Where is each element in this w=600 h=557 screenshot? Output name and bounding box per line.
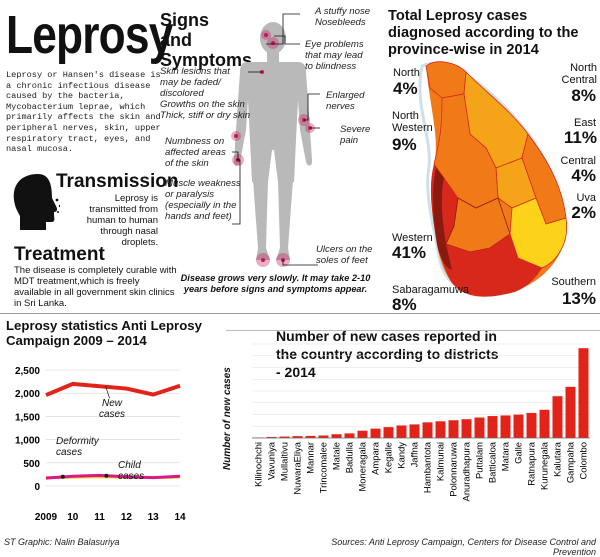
province-central-pct: 4% xyxy=(560,167,596,185)
district-label: Kegalle xyxy=(383,442,394,473)
district-label: Trincomalee xyxy=(318,442,329,493)
province-north-name: North xyxy=(393,67,420,79)
district-label: Anuradhapura xyxy=(461,441,472,501)
bar-batticaloa xyxy=(488,416,498,438)
symptom-eyes-label: Eye problems that may lead to blindness xyxy=(305,39,364,72)
province-southern-pct: 13% xyxy=(550,290,596,308)
bar-colombo xyxy=(579,348,589,438)
province-uva-pct: 2% xyxy=(560,204,596,222)
province-northcentral-name: North Central xyxy=(553,62,597,86)
bar-galle xyxy=(514,415,524,438)
bar-chart-ylabel: Number of new cases xyxy=(222,367,233,470)
bar-badulla xyxy=(345,433,355,438)
district-label: Hambantota xyxy=(422,441,433,493)
x-tick-label: 11 xyxy=(94,512,105,523)
district-label: Mullaitivu xyxy=(279,442,290,481)
x-tick-label: 13 xyxy=(148,512,160,523)
section-divider xyxy=(0,313,600,314)
bar-gampaha xyxy=(566,387,576,438)
province-southern-name: Southern xyxy=(540,276,596,288)
district-label: Batticaloa xyxy=(487,441,498,483)
district-label: Puttalam xyxy=(474,442,485,479)
district-label: NuwaraEliya xyxy=(292,441,303,494)
new-cases-label: New cases xyxy=(92,398,132,420)
bar-kalmunai xyxy=(436,421,446,438)
district-label: Kandy xyxy=(396,442,407,469)
bar-puttalam xyxy=(475,418,485,438)
symptom-numbness-label: Numbness on affected areas of the skin xyxy=(165,136,226,169)
y-tick-label: 0 xyxy=(34,482,40,493)
y-tick-label: 2,500 xyxy=(15,366,40,377)
district-label: Polonnaruwa xyxy=(448,441,459,497)
district-label: Matale xyxy=(331,442,342,470)
child-cases-label: Child cases xyxy=(118,460,152,482)
symptom-nose-label: A stuffy nose Nosebleeds xyxy=(315,6,370,28)
x-tick-label: 10 xyxy=(67,512,79,523)
x-tick-label: 2009 xyxy=(35,512,58,523)
district-label: Kilinochchi xyxy=(253,442,264,487)
district-label: Kurunegala xyxy=(539,441,550,490)
province-northcentral-pct: 8% xyxy=(560,87,596,105)
district-label: Mannar xyxy=(305,442,316,474)
province-northwestern-name: North Western xyxy=(392,110,442,134)
child-pointer-dot xyxy=(104,474,108,478)
symptom-muscle-label: Muscle weakness or paralysis (especially… xyxy=(165,178,241,222)
bar-ratnapura xyxy=(527,413,537,438)
province-northwestern-pct: 9% xyxy=(392,136,417,154)
bar-ampara xyxy=(371,429,381,438)
district-label: Ratnapura xyxy=(526,441,537,486)
bar-moneragala xyxy=(358,431,368,438)
bar-polonnaruwa xyxy=(449,420,459,438)
bar-anuradhapura xyxy=(462,419,472,438)
district-label: Kalmunai xyxy=(435,442,446,481)
symptom-ulcers-label: Ulcers on the soles of feet xyxy=(316,244,373,266)
province-north-pct: 4% xyxy=(393,80,418,98)
bar-kalutara xyxy=(553,396,563,438)
y-tick-label: 500 xyxy=(23,459,40,470)
line-chart-title: Leprosy statistics Anti Leprosy Campaign… xyxy=(6,318,246,348)
bar-matara xyxy=(501,415,511,438)
y-tick-label: 1,500 xyxy=(15,412,40,423)
province-western-pct: 41% xyxy=(392,244,426,262)
x-tick-label: 14 xyxy=(174,512,186,523)
x-tick-label: 12 xyxy=(121,512,133,523)
district-label: Colombo xyxy=(578,442,589,480)
bar-matale xyxy=(332,434,342,438)
footer-credit: ST Graphic: Nalin Balasuriya xyxy=(4,537,120,547)
district-label: Kalutara xyxy=(552,441,563,477)
symptom-pain-label: Severe pain xyxy=(340,124,370,146)
district-label: Jaffna xyxy=(409,441,420,467)
district-label: Galle xyxy=(513,442,524,464)
deformity-cases-label: Deformity cases xyxy=(56,436,106,458)
symptoms-note: Disease grows very slowly. It may take 2… xyxy=(168,273,383,295)
bar-hambantota xyxy=(423,422,433,438)
district-label: Matara xyxy=(500,441,511,471)
district-label: Moneragala xyxy=(357,441,368,491)
symptom-nerves-label: Enlarged nerves xyxy=(326,90,364,112)
bar-kurunegala xyxy=(540,410,550,438)
symptom-skin-label: Skin lesions that may be faded/ discolor… xyxy=(160,66,250,121)
bar-kandy xyxy=(397,425,407,438)
district-label: Gampaha xyxy=(565,441,576,483)
y-tick-label: 1,000 xyxy=(15,436,40,447)
district-label: Badulla xyxy=(344,441,355,473)
bar-jaffna xyxy=(410,424,420,438)
province-sabaragamuwa-pct: 8% xyxy=(392,296,417,314)
y-tick-label: 2,000 xyxy=(15,389,40,400)
province-east-pct: 11% xyxy=(555,129,597,147)
footer-sources: Sources: Anti Leprosy Campaign, Centers … xyxy=(300,537,596,557)
district-label: Ampara xyxy=(370,441,381,475)
bar-kegalle xyxy=(384,427,394,438)
deformity-pointer-dot xyxy=(61,475,65,479)
district-label: Vavuniya xyxy=(266,441,277,480)
